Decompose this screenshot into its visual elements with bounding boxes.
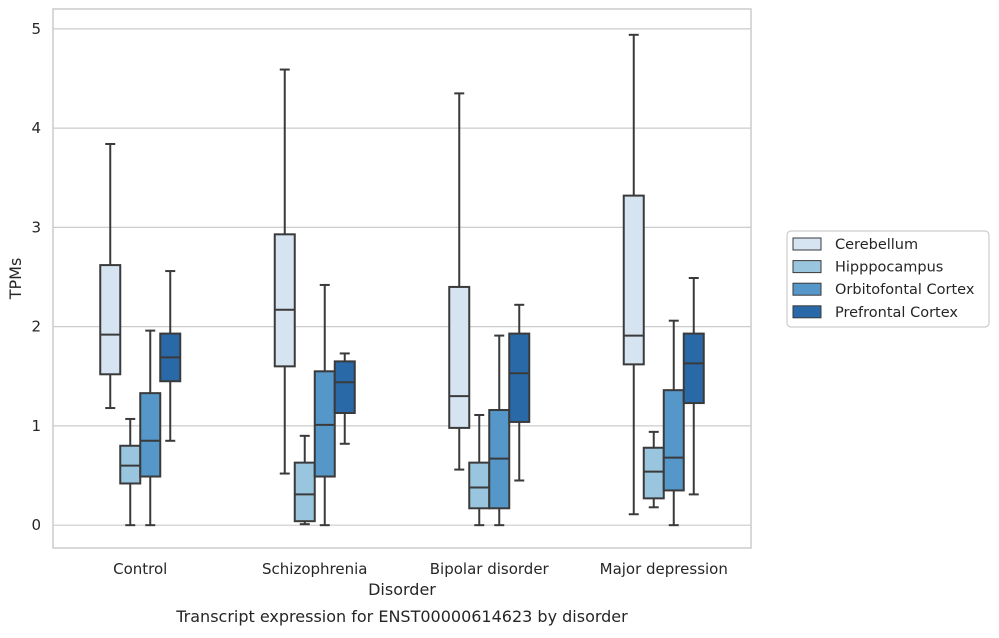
y-tick-label: 0 <box>31 516 41 534</box>
y-tick-label: 2 <box>31 318 41 336</box>
legend-label: Hipppocampus <box>835 260 943 276</box>
x-tick-label: Schizophrenia <box>262 560 367 578</box>
y-tick-label: 4 <box>31 119 41 137</box>
box-cerebellum <box>273 68 296 475</box>
box-hipppocampus <box>293 434 316 526</box>
box-hipppocampus <box>642 430 665 509</box>
legend-label: Cerebellum <box>835 237 918 253</box>
box-iqr <box>448 285 471 429</box>
box-orbitofontal-cortex <box>488 334 511 527</box>
box-iqr <box>662 389 685 492</box>
box-iqr <box>682 332 705 405</box>
box-orbitofontal-cortex <box>139 329 162 527</box>
box-prefrontal-cortex <box>333 352 356 445</box>
x-axis-label: Disorder <box>368 580 436 599</box>
box-iqr <box>642 446 665 500</box>
legend-swatch <box>792 237 822 251</box>
x-tick-label: Major depression <box>600 560 728 578</box>
y-tick-labels: 0 1 2 3 4 5 <box>31 20 41 534</box>
box-prefrontal-cortex <box>159 270 182 442</box>
y-tick-label: 5 <box>31 20 41 38</box>
box-prefrontal-cortex <box>508 303 531 482</box>
legend-frame <box>786 230 990 328</box>
x-tick-label: Bipolar disorder <box>430 560 550 578</box>
legend-item: Prefrontal Cortex <box>792 305 958 321</box>
legend-item: Hipppocampus <box>792 260 943 276</box>
box-iqr <box>99 264 122 376</box>
x-tick-label: Control <box>113 560 167 578</box>
legend-swatch <box>792 305 822 319</box>
box-cerebellum <box>622 33 645 516</box>
legend-swatch <box>792 260 822 274</box>
box-iqr <box>139 392 162 478</box>
box-iqr <box>333 360 356 415</box>
y-tick-label: 1 <box>31 417 41 435</box>
legend-item: Orbitofontal Cortex <box>792 282 975 298</box>
box-iqr <box>293 461 316 523</box>
box-iqr <box>622 194 645 366</box>
box-prefrontal-cortex <box>682 277 705 496</box>
box-cerebellum <box>99 142 122 410</box>
legend-label: Prefrontal Cortex <box>835 305 958 321</box>
legend-swatch <box>792 282 822 296</box>
legend-item: Cerebellum <box>792 237 918 253</box>
y-tick-label: 3 <box>31 218 41 236</box>
box-orbitofontal-cortex <box>313 283 336 527</box>
box-iqr <box>508 332 531 423</box>
y-axis-label: TPMs <box>6 258 25 301</box>
box-iqr <box>468 461 491 510</box>
box-hipppocampus <box>468 413 491 527</box>
legend-label: Orbitofontal Cortex <box>835 282 975 298</box>
box-orbitofontal-cortex <box>662 319 685 527</box>
box-hipppocampus <box>119 417 142 527</box>
figure-caption: Transcript expression for ENST0000061462… <box>175 607 628 626</box>
box-cerebellum <box>448 92 471 471</box>
x-tick-labels: Control Schizophrenia Bipolar disorder Majo… <box>113 560 728 578</box>
box-series <box>99 33 705 527</box>
legend: Cerebellum Hipppocampus Orbitofontal Corte… <box>786 230 990 328</box>
plot-frame <box>52 8 752 549</box>
box-iqr <box>273 233 296 368</box>
